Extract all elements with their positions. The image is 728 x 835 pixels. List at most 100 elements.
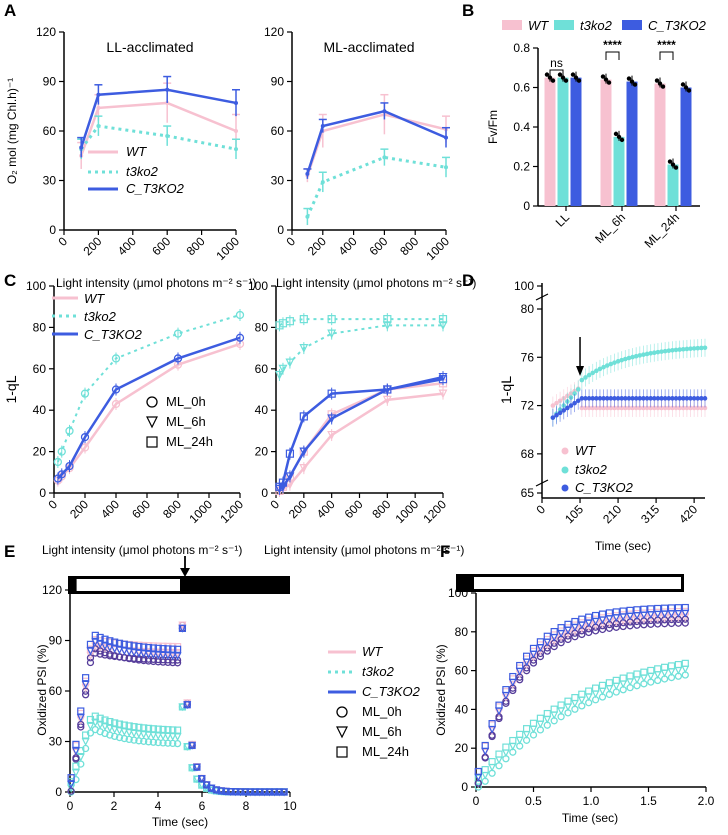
panel-a1-data-point xyxy=(234,147,238,152)
legend-swatch-t3ko2 xyxy=(554,20,574,30)
panel-d-data-point xyxy=(691,346,697,351)
panel-e-data-point xyxy=(130,723,138,731)
panel-e-data-point xyxy=(222,787,230,796)
panel-b-bar-c_t3ko2 xyxy=(626,81,638,206)
panel-a2-data-point xyxy=(444,135,448,140)
panel-e-data-point xyxy=(105,724,114,733)
panel-d-data-point xyxy=(677,396,682,401)
panel-a2-y-tick-label: 60 xyxy=(271,124,285,138)
panel-d-data-point xyxy=(695,345,701,351)
panel-a1-x-label: Light intensity (μmol photons m⁻² s⁻¹) xyxy=(56,276,256,290)
panel-e-data-point xyxy=(173,726,182,734)
panel-a2-data-point xyxy=(305,171,310,176)
legend-label-wt: WT xyxy=(528,18,549,33)
panel-d-data-point xyxy=(590,396,596,401)
panel-c1-data-point xyxy=(57,447,66,456)
panel-b-replicate-dot xyxy=(557,72,563,77)
panel-c2-data-point xyxy=(278,478,288,487)
panel-c1-data-point xyxy=(80,443,90,452)
panel-d-data-point xyxy=(659,405,664,411)
panel-e-y-tick-label: 120 xyxy=(42,583,62,597)
panel-b-significance-bracket xyxy=(659,51,674,60)
legend-label-ml-0h: ML_0h xyxy=(166,394,206,409)
panel-e-y-tick-label: 0 xyxy=(55,785,62,799)
panel-b-replicate-dot xyxy=(573,75,579,80)
panel-f-data-point xyxy=(564,620,572,628)
panel-f-y-tick-label: 20 xyxy=(455,741,469,755)
panel-f-data-point xyxy=(660,604,669,612)
panel-f-y-label: Oxidized PSI (%) xyxy=(434,644,448,735)
panel-f-data-point xyxy=(536,714,545,722)
panel-e-data-point xyxy=(134,649,143,658)
panel-f-data-point xyxy=(681,603,689,612)
panel-d-y-tick-label: 65 xyxy=(521,486,535,500)
panel-a1-data-point xyxy=(165,87,170,92)
panel-e-data-point xyxy=(86,647,95,656)
panel-f-data-point xyxy=(495,756,503,765)
panel-d-y-tick-label: 100 xyxy=(514,279,534,293)
panel-d-y-tick-label: 76 xyxy=(521,350,535,364)
panel-f-data-point xyxy=(550,627,558,636)
panel-b-y-tick-label: 0.2 xyxy=(513,160,530,174)
panel-e-data-point xyxy=(106,717,114,726)
panel-f-y-tick-label: 40 xyxy=(455,702,469,716)
panel-a2: 0 30 60 90 120 0 200 400 600 800 1000 ML-acclimated… xyxy=(264,25,476,290)
panel-f-data-point xyxy=(543,709,551,718)
panel-d-data-point xyxy=(677,405,682,411)
panel-c1-y-tick-label: 40 xyxy=(33,403,47,417)
panel-f-data-point xyxy=(639,674,648,683)
legend-label-wt: WT xyxy=(84,291,105,306)
panel-e-data-point xyxy=(159,725,167,734)
panel-d-data-point xyxy=(662,348,668,354)
legend-label-t3ko2: t3ko2 xyxy=(575,462,608,477)
panel-e-data-point xyxy=(149,644,157,652)
panel-c2-y-tick-label: 40 xyxy=(255,403,269,417)
panel-b-x-tick-label: ML_6h xyxy=(592,210,628,246)
panel-c2-data-point xyxy=(327,430,337,440)
panel-d-data-point xyxy=(601,405,606,411)
panel-d-data-point xyxy=(568,403,574,408)
panel-d-data-point xyxy=(619,405,624,411)
panel-e-data-point xyxy=(149,651,158,660)
panel-f-data-point xyxy=(571,617,579,626)
panel-b-bar-wt xyxy=(600,79,612,206)
panel-d-data-point xyxy=(626,396,632,401)
panel-f-data-point xyxy=(570,699,579,708)
panel-e-data-point xyxy=(154,725,162,733)
panel-c1-data-point xyxy=(65,461,74,471)
panel-c2-x-tick-label: 600 xyxy=(342,497,366,521)
panel-f-data-point xyxy=(557,624,565,632)
panel-c2-x-tick-label: 800 xyxy=(369,497,393,521)
panel-e-data-point xyxy=(101,635,109,643)
panel-d-data-point xyxy=(666,348,672,354)
panel-a1-data-point xyxy=(79,145,84,150)
panel-e-data-point xyxy=(227,788,235,796)
panel-e-data-point xyxy=(86,640,95,648)
panel-c1-x-tick-label: 200 xyxy=(67,497,91,521)
panel-b-replicate-dot xyxy=(576,78,582,83)
panel-d-data-point xyxy=(594,396,599,401)
panel-e-data-point xyxy=(169,726,177,734)
panel-d-data-point xyxy=(688,396,693,401)
panel-e-data-point xyxy=(173,733,182,742)
panel-f-data-point xyxy=(571,694,579,702)
panel-d-data-point xyxy=(604,405,610,411)
panel-a2-data-point xyxy=(444,165,448,170)
panel-f-data-point xyxy=(660,663,669,671)
panel-b-replicate-dot xyxy=(667,159,673,164)
panel-e-y-tick-label: 90 xyxy=(49,634,63,648)
legend-label-t3ko2: t3ko2 xyxy=(362,664,395,679)
panel-e-data-point xyxy=(183,701,191,709)
panel-e-data-point xyxy=(125,722,133,730)
panel-c2-data-point xyxy=(299,464,309,474)
panel-d-data-point xyxy=(670,348,675,353)
panel-e-light-bar xyxy=(76,579,180,591)
panel-e-data-point xyxy=(207,784,216,792)
panel-e-data-point xyxy=(246,788,254,796)
panel-e-data-point xyxy=(120,647,129,656)
panel-f-y-tick-label: 80 xyxy=(455,625,469,639)
panel-d-data-point xyxy=(597,366,603,372)
panel-f-data-point xyxy=(529,644,538,653)
panel-e-data-point xyxy=(265,788,274,796)
